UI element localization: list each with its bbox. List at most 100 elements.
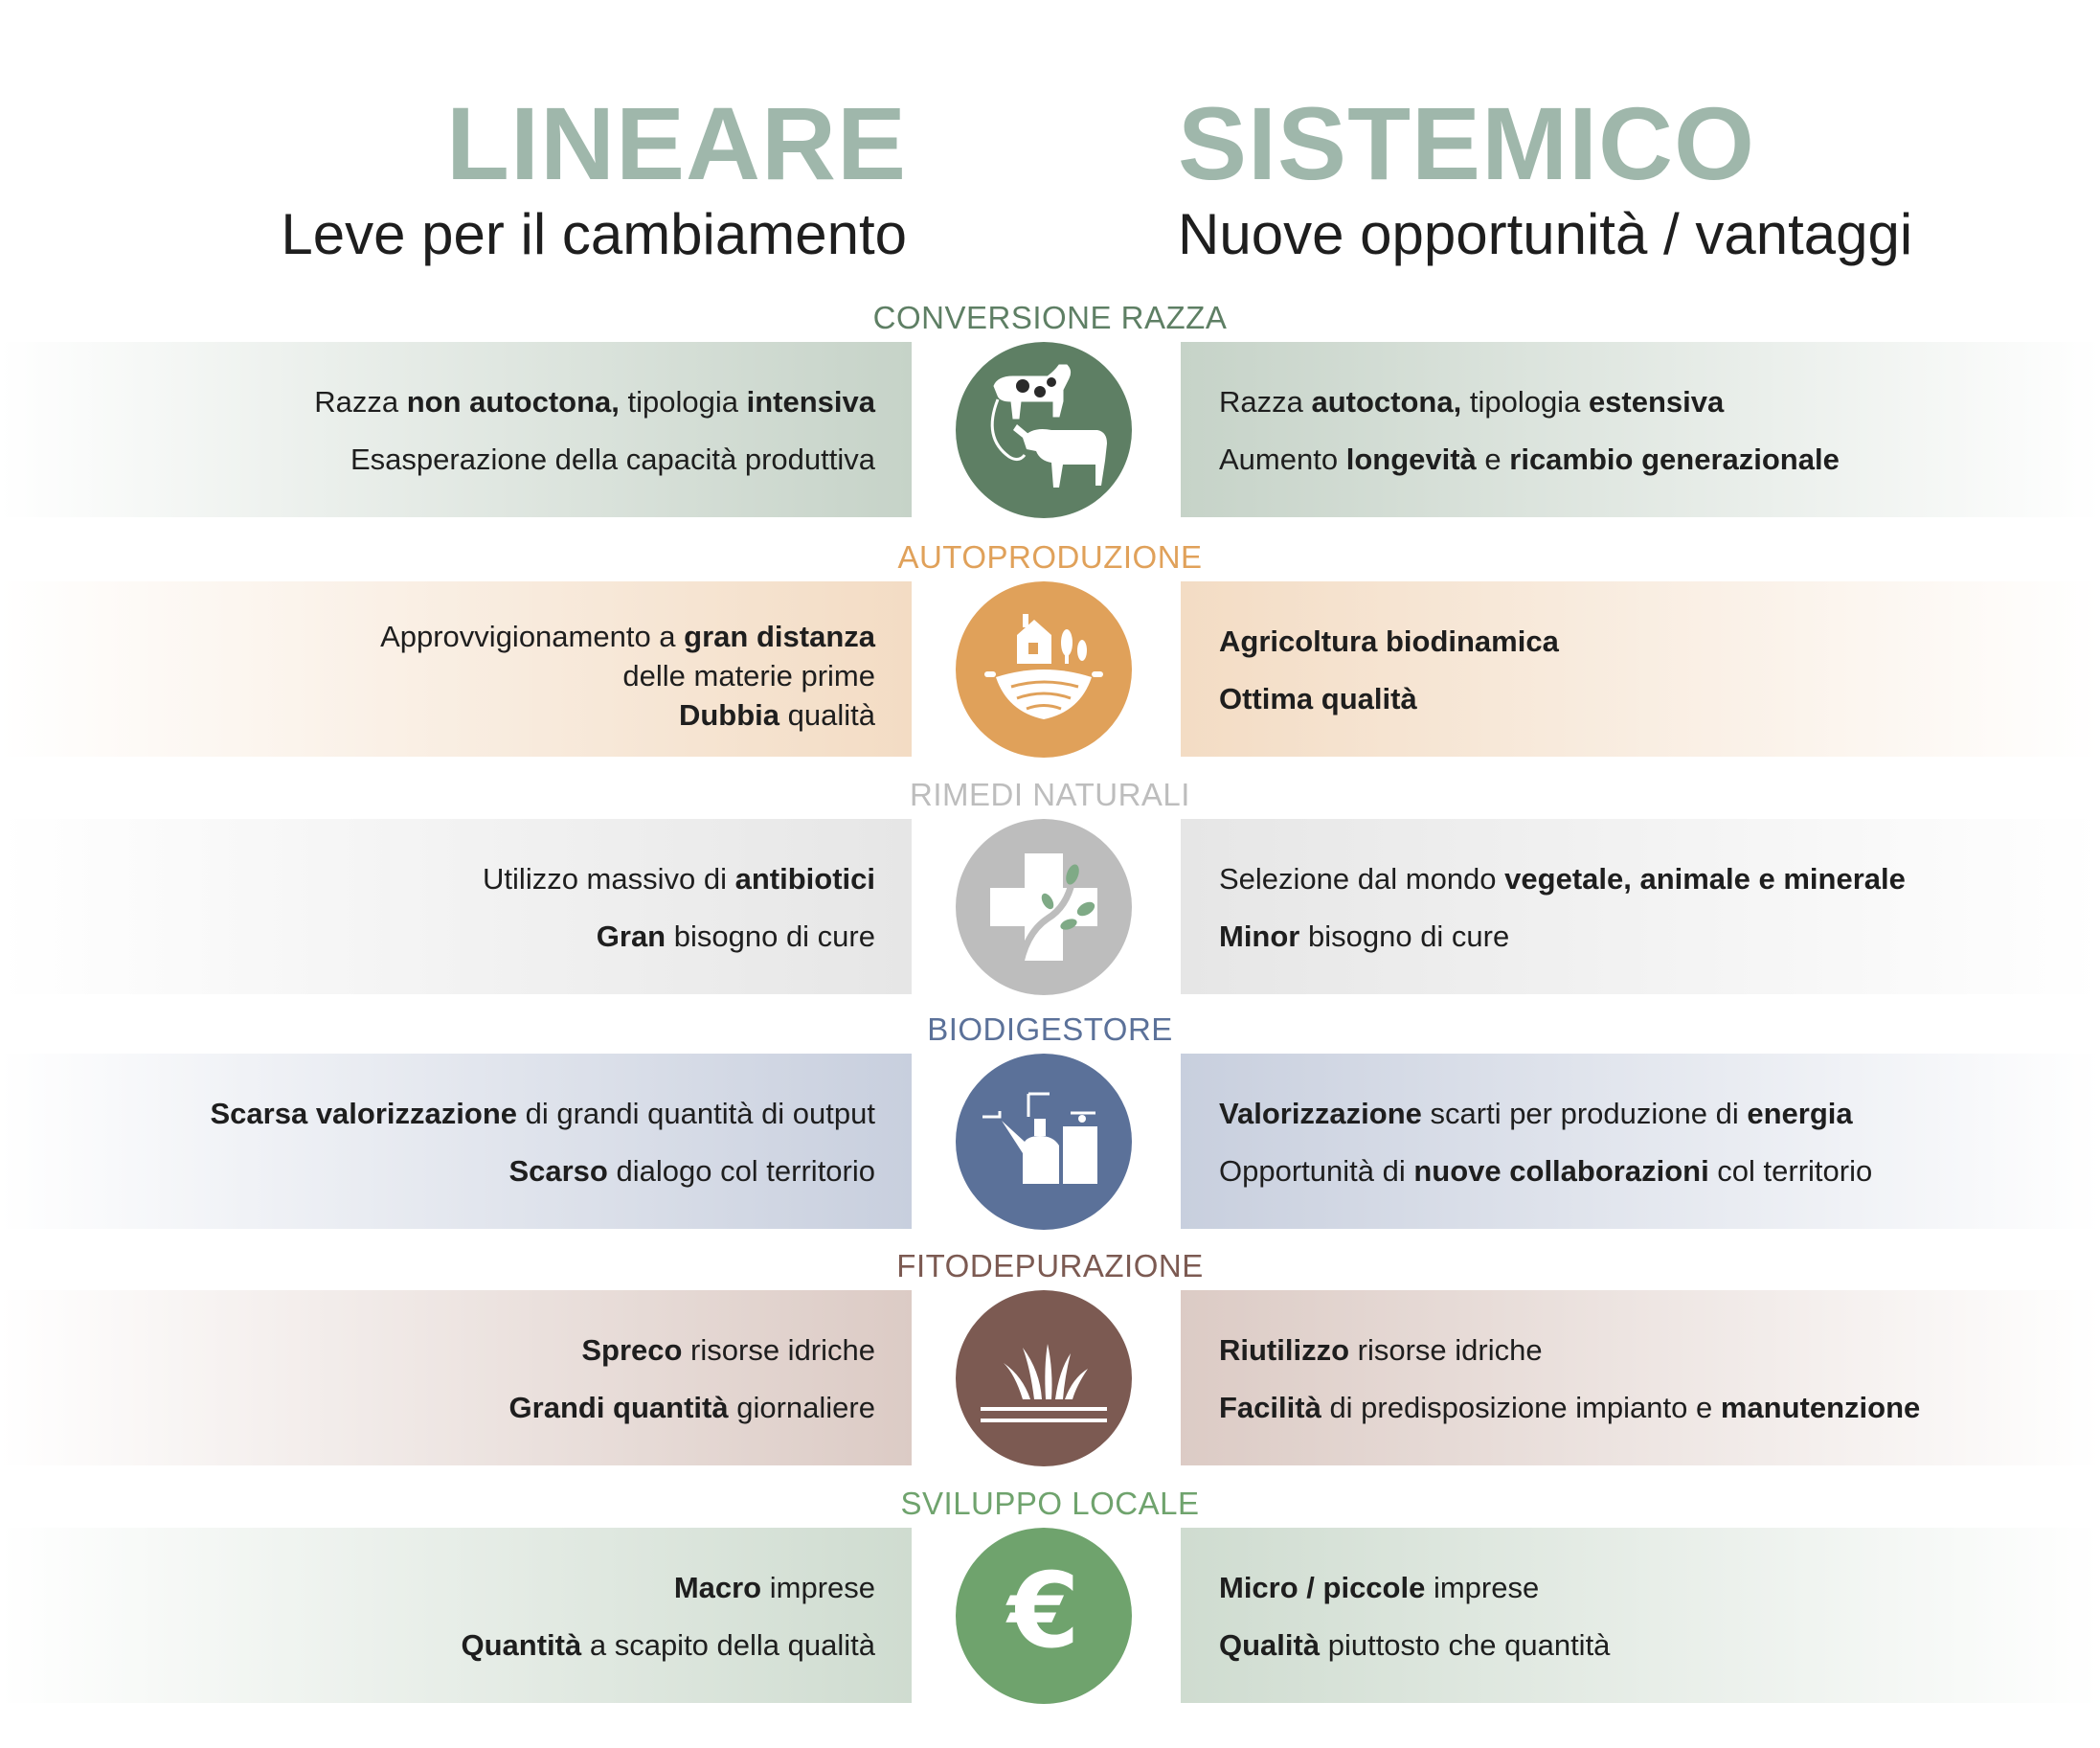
bold-text-segment: gran distanza: [684, 620, 875, 653]
section-label: SVILUPPO LOCALE: [900, 1486, 1200, 1521]
text-segment: Selezione dal mondo: [1219, 862, 1505, 896]
bold-text-segment: Grandi quantità: [508, 1391, 729, 1424]
text-segment: risorse idriche: [682, 1333, 875, 1367]
text-segment: risorse idriche: [1349, 1333, 1543, 1367]
left-band: Spreco risorse idriche Grandi quantità gi…: [0, 1290, 912, 1465]
right-text-line: Micro / piccole imprese: [1219, 1569, 2081, 1607]
left-text-line: delle materie prime: [13, 657, 875, 695]
text-segment: delle materie prime: [622, 659, 875, 692]
text-segment: dialogo col territorio: [607, 1154, 875, 1188]
right-text-line: Riutilizzo risorse idriche: [1219, 1331, 2081, 1370]
text-segment: Opportunità di: [1219, 1154, 1414, 1188]
bold-text-segment: Scarsa valorizzazione: [210, 1097, 518, 1130]
section-label: CONVERSIONE RAZZA: [872, 300, 1228, 335]
left-column-title: LINEARE: [445, 85, 907, 201]
section-reeds-water: FITODEPURAZIONE Spreco risorse idriche Gra…: [0, 1247, 2100, 1467]
bold-text-segment: Minor: [1219, 919, 1300, 953]
text-segment: tipologia: [1461, 385, 1589, 419]
section-label: BIODIGESTORE: [927, 1011, 1173, 1047]
text-segment: imprese: [1425, 1571, 1540, 1604]
left-text-line: Scarso dialogo col territorio: [13, 1152, 875, 1191]
text-segment: bisogno di cure: [1299, 919, 1510, 953]
right-text-line: Opportunità di nuove collaborazioni col …: [1219, 1152, 2081, 1191]
section-biodigester: BIODIGESTORE Scarsa valorizzazione di gra…: [0, 1010, 2100, 1231]
section-label: RIMEDI NATURALI: [910, 777, 1190, 812]
bold-text-segment: intensiva: [746, 385, 875, 419]
right-text-line: Ottima qualità: [1219, 680, 2081, 718]
right-column-title: SISTEMICO: [1178, 85, 1756, 201]
farmhouse-icon: [956, 581, 1132, 758]
bold-text-segment: vegetale, animale e minerale: [1504, 862, 1906, 896]
left-text-line: Approvvigionamento a gran distanza: [13, 618, 875, 656]
left-text-line: Spreco risorse idriche: [13, 1331, 875, 1370]
text-segment: e: [1476, 443, 1510, 476]
text-segment: imprese: [761, 1571, 875, 1604]
text-segment: qualità: [779, 698, 875, 732]
text-segment: Esasperazione della capacità produttiva: [350, 443, 875, 476]
bold-text-segment: Valorizzazione: [1219, 1097, 1422, 1130]
text-segment: Aumento: [1219, 443, 1346, 476]
right-band: Riutilizzo risorse idriche Facilità di pr…: [1181, 1290, 2100, 1465]
bold-text-segment: manutenzione: [1720, 1391, 1921, 1424]
left-text-line: Dubbia qualità: [13, 696, 875, 735]
biodigester-icon: [956, 1054, 1132, 1230]
bold-text-segment: Ottima qualità: [1219, 682, 1417, 715]
text-segment: scarti per produzione di: [1421, 1097, 1748, 1130]
bold-text-segment: longevità: [1345, 443, 1477, 476]
left-text-line: Scarsa valorizzazione di grandi quantità…: [13, 1095, 876, 1133]
euro-icon: €: [956, 1528, 1132, 1704]
section-label: FITODEPURAZIONE: [896, 1248, 1204, 1283]
text-segment: di grandi quantità di output: [517, 1097, 875, 1130]
section-label: AUTOPRODUZIONE: [897, 539, 1203, 575]
bold-text-segment: ricambio generazionale: [1509, 443, 1840, 476]
left-text-line: Gran bisogno di cure: [13, 918, 875, 956]
bold-text-segment: Quantità: [461, 1628, 582, 1662]
left-band: Utilizzo massivo di antibiotici Gran biso…: [0, 819, 912, 994]
right-text-line: Agricoltura biodinamica: [1219, 623, 2081, 661]
bold-text-segment: antibiotici: [734, 862, 875, 896]
text-segment: a scapito della qualità: [581, 1628, 875, 1662]
left-band: Razza non autoctona, tipologia intensiva…: [0, 342, 912, 517]
bold-text-segment: estensiva: [1588, 385, 1725, 419]
text-segment: Razza: [1219, 385, 1312, 419]
bold-text-segment: autoctona,: [1311, 385, 1462, 419]
left-text-line: Utilizzo massivo di antibiotici: [13, 860, 875, 898]
left-text-line: Razza non autoctona, tipologia intensiva: [13, 383, 875, 421]
right-text-line: Facilità di predisposizione impianto e m…: [1219, 1389, 2081, 1427]
bold-text-segment: energia: [1747, 1097, 1853, 1130]
section-medical-cross-plant: RIMEDI NATURALI Utilizzo massivo di antib…: [0, 776, 2100, 996]
bold-text-segment: Macro: [673, 1571, 762, 1604]
text-segment: bisogno di cure: [666, 919, 875, 953]
right-band: Micro / piccole imprese Qualità piuttosto…: [1181, 1528, 2100, 1703]
right-band: Agricoltura biodinamica Ottima qualità: [1181, 581, 2100, 757]
right-text-line: Aumento longevità e ricambio generaziona…: [1219, 441, 2081, 479]
text-segment: giornaliere: [728, 1391, 875, 1424]
left-band: Scarsa valorizzazione di grandi quantità…: [0, 1054, 912, 1229]
text-segment: Approvvigionamento a: [380, 620, 685, 653]
right-band: Selezione dal mondo vegetale, animale e …: [1181, 819, 2100, 994]
bold-text-segment: Qualità: [1219, 1628, 1321, 1662]
section-euro: SVILUPPO LOCALE Macro imprese Quantità a s…: [0, 1485, 2100, 1705]
left-text-line: Quantità a scapito della qualità: [13, 1626, 876, 1665]
svg-text:€: €: [1005, 1552, 1079, 1671]
bold-text-segment: Scarso: [508, 1154, 608, 1188]
left-band: Approvvigionamento a gran distanza delle …: [0, 581, 912, 757]
left-text-line: Macro imprese: [13, 1569, 875, 1607]
bold-text-segment: Agricoltura biodinamica: [1219, 624, 1559, 658]
right-band: Valorizzazione scarti per produzione di …: [1181, 1054, 2100, 1229]
left-text-line: Grandi quantità giornaliere: [13, 1389, 875, 1427]
text-segment: col territorio: [1708, 1154, 1873, 1188]
right-text-line: Minor bisogno di cure: [1219, 918, 2081, 956]
text-segment: tipologia: [619, 385, 747, 419]
text-segment: Utilizzo massivo di: [483, 862, 735, 896]
right-text-line: Qualità piuttosto che quantità: [1219, 1626, 2081, 1665]
left-column-subtitle: Leve per il cambiamento: [281, 202, 907, 266]
medical-cross-plant-icon: [956, 819, 1132, 995]
right-band: Razza autoctona, tipologia estensiva Aume…: [1181, 342, 2100, 517]
bold-text-segment: Gran: [596, 919, 666, 953]
text-segment: Razza: [314, 385, 407, 419]
left-text-line: Esasperazione della capacità produttiva: [13, 441, 875, 479]
right-text-line: Valorizzazione scarti per produzione di …: [1219, 1095, 2081, 1133]
right-column-subtitle: Nuove opportunità / vantaggi: [1178, 202, 1913, 266]
text-segment: piuttosto che quantità: [1320, 1628, 1611, 1662]
